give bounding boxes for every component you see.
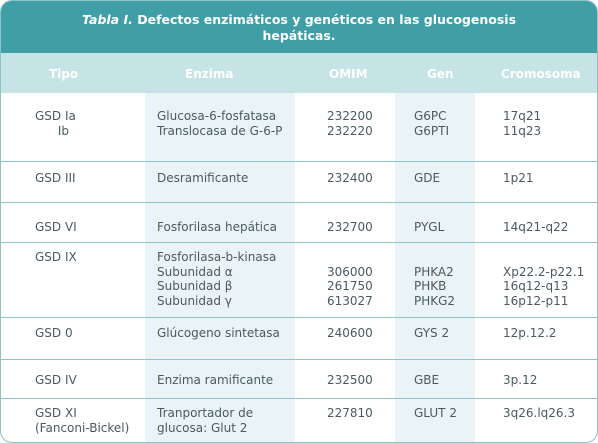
cell-omim: 613027 xyxy=(327,293,373,308)
cell-enzima: Subunidad γ xyxy=(157,293,232,308)
cell-cromosoma: 3p.12 xyxy=(503,373,538,387)
cell-gen: G6PTI xyxy=(414,123,450,138)
cell-tipo: GSD IX xyxy=(35,250,77,264)
cell-enzima: Desramificante xyxy=(157,171,249,185)
cell-cromosoma: Xp22.2-p22.1 xyxy=(503,264,585,279)
cell-omim: 232700 xyxy=(327,220,373,234)
cell-cromosoma: 16p12-p11 xyxy=(503,293,569,308)
cell-omim: 232200 xyxy=(327,109,373,123)
header-tipo: Tipo xyxy=(49,67,79,81)
cell-gen: GBE xyxy=(414,373,440,387)
cell-enzima: Tranportador de xyxy=(157,406,254,420)
cell-omim: 232220 xyxy=(327,123,373,138)
cell-enzima: Fosforilasa hepática xyxy=(157,220,277,234)
cell-cromosoma: 17q21 xyxy=(503,109,542,123)
row-divider xyxy=(1,161,597,162)
cell-tipo: GSD 0 xyxy=(35,326,73,340)
table-caption: Tabla I. Defectos enzimáticos y genético… xyxy=(1,1,597,53)
cell-omim: 232500 xyxy=(327,373,373,387)
cell-tipo: Ib xyxy=(35,123,70,138)
cell-gen: GDE xyxy=(414,171,441,185)
cell-gen: GLUT 2 xyxy=(414,406,457,420)
row-divider xyxy=(1,359,597,360)
cell-cromosoma: 3q26.lq26.3 xyxy=(503,406,576,420)
header-omim: OMIM xyxy=(329,67,368,81)
gen-column-shade xyxy=(395,53,475,442)
cell-enzima: Subunidad β xyxy=(157,279,233,293)
cell-omim: 261750 xyxy=(327,279,373,293)
cell-enzima: Glucosa-6-fosfatasa xyxy=(157,109,277,123)
cell-gen: GYS 2 xyxy=(414,326,450,340)
cell-cromosoma: 11q23 xyxy=(503,123,542,138)
cell-enzima: Subunidad α xyxy=(157,264,233,279)
cell-enzima: glucosa: Glut 2 xyxy=(157,420,248,435)
cell-gen: PYGL xyxy=(414,220,445,234)
cell-omim: 227810 xyxy=(327,406,373,420)
cell-tipo: (Fanconi-Bickel) xyxy=(35,420,130,435)
cell-cromosoma: 16q12-q13 xyxy=(503,279,569,293)
header-enzima: Enzima xyxy=(185,67,234,81)
cell-tipo: GSD VI xyxy=(35,220,77,234)
cell-omim: 240600 xyxy=(327,326,373,340)
row-divider xyxy=(1,202,597,203)
cell-enzima: Translocasa de G-6-P xyxy=(157,123,283,138)
cell-cromosoma: 14q21-q22 xyxy=(503,220,569,234)
cell-enzima: Glúcogeno sintetasa xyxy=(157,326,280,340)
cell-enzima: Enzima ramificante xyxy=(157,373,274,387)
cell-omim: 232400 xyxy=(327,171,373,185)
cell-cromosoma: 1p21 xyxy=(503,171,534,185)
table-header: Tipo Enzima OMIM Gen Cromosoma xyxy=(1,53,597,93)
header-gen: Gen xyxy=(427,67,454,81)
enzima-column-shade xyxy=(145,53,295,442)
cell-tipo: GSD III xyxy=(35,171,76,185)
cell-gen: PHKA2 xyxy=(414,264,454,279)
cell-tipo: GSD Ia xyxy=(35,109,76,123)
cell-tipo: GSD IV xyxy=(35,373,77,387)
cell-cromosoma: 12p.12.2 xyxy=(503,326,557,340)
cell-gen: PHKG2 xyxy=(414,293,456,308)
row-divider xyxy=(1,317,597,318)
cell-gen: G6PC xyxy=(414,109,447,123)
header-cromosoma: Cromosoma xyxy=(501,67,581,81)
row-divider xyxy=(1,242,597,243)
caption-lead: Tabla I. xyxy=(81,12,133,27)
cell-gen: PHKB xyxy=(414,279,447,293)
row-divider xyxy=(1,398,597,399)
cell-tipo: GSD XI xyxy=(35,406,77,420)
cell-omim: 306000 xyxy=(327,264,373,279)
caption-text: Defectos enzimáticos y genéticos en las … xyxy=(132,12,517,43)
cell-enzima: Fosforilasa-b-kinasa xyxy=(157,250,277,264)
